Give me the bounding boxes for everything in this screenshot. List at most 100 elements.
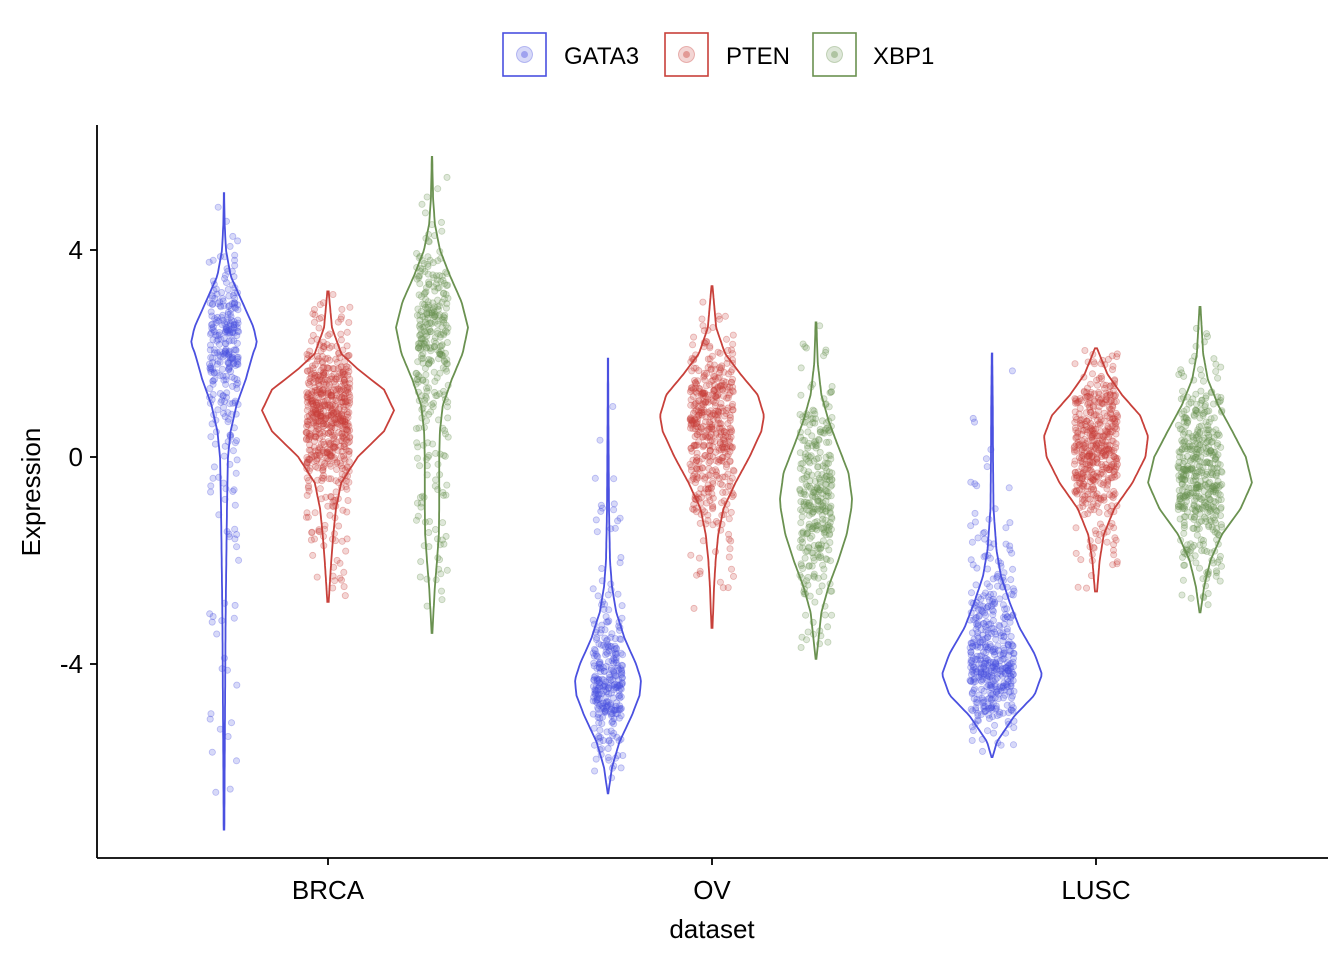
data-point [984,670,992,678]
data-point [439,519,447,527]
data-point [340,402,348,410]
data-point [310,374,318,382]
data-point [974,699,982,707]
data-point [1007,672,1015,680]
data-point [1195,525,1203,533]
data-point [1180,418,1188,426]
data-point [591,741,599,749]
data-point [982,626,990,634]
data-point [966,676,974,684]
data-point [980,659,988,667]
data-point [219,311,227,319]
data-point [969,654,977,662]
data-point [1000,679,1008,687]
data-point [221,442,229,450]
data-point [989,662,997,670]
data-point [320,440,328,448]
data-point [322,414,330,422]
data-point [430,342,438,350]
data-point [209,377,217,385]
data-point [319,369,327,377]
data-point [1110,398,1118,406]
data-point [1214,451,1222,459]
data-point [424,253,432,261]
data-point [1003,681,1011,689]
data-point [230,329,238,337]
data-point [317,376,325,384]
data-point [974,622,982,630]
data-point [307,431,315,439]
data-point [206,346,214,354]
data-point [319,417,327,425]
data-point [227,316,235,324]
data-point [319,532,327,540]
data-point [419,376,427,384]
data-point [801,491,809,499]
data-point [225,326,233,334]
data-point [436,369,444,377]
data-point [594,675,602,683]
data-point [223,324,231,332]
data-point [346,393,354,401]
data-point [339,432,347,440]
data-point [210,463,218,471]
data-point [235,556,243,564]
data-point [343,463,351,471]
data-point [724,450,732,458]
data-point [422,455,430,463]
y-tick-label: -4 [60,649,83,679]
data-point [211,294,219,302]
data-point [313,476,321,484]
data-point [1203,569,1211,577]
data-point [606,673,614,681]
data-point [444,381,452,389]
data-point [610,655,618,663]
data-point [230,318,238,326]
data-point [974,709,982,717]
data-point [1178,410,1186,418]
data-point [613,706,621,714]
data-point [327,413,335,421]
data-point [330,444,338,452]
data-point [419,350,427,358]
data-point [345,478,353,486]
data-point [687,551,695,559]
data-point [796,410,804,418]
data-point [1088,557,1096,565]
data-point [607,580,615,588]
data-point [207,710,215,718]
data-point [1212,367,1220,375]
data-point [229,329,237,337]
data-point [991,721,999,729]
data-point [1005,720,1013,728]
data-point [972,614,980,622]
data-point [225,366,233,374]
data-point [974,629,982,637]
data-point [725,515,733,523]
data-point [319,389,327,397]
data-point [984,626,992,634]
data-point [415,272,423,280]
violin-gata3-lusc [941,352,1043,758]
data-point [339,506,347,514]
data-point [718,457,726,465]
data-point [225,322,233,330]
data-point [981,703,989,711]
data-point [234,360,242,368]
data-point [611,635,619,643]
data-point [690,364,698,372]
data-point [417,325,425,333]
data-point [726,383,734,391]
data-point [1187,540,1195,548]
data-point [977,673,985,681]
data-point [592,687,600,695]
data-point [307,446,315,454]
data-point [218,665,226,673]
data-point [701,389,709,397]
data-point [608,649,616,657]
points-xbp1-ov [796,322,836,652]
data-point [319,420,327,428]
data-point [595,664,603,672]
data-point [690,333,698,341]
data-point [327,421,335,429]
